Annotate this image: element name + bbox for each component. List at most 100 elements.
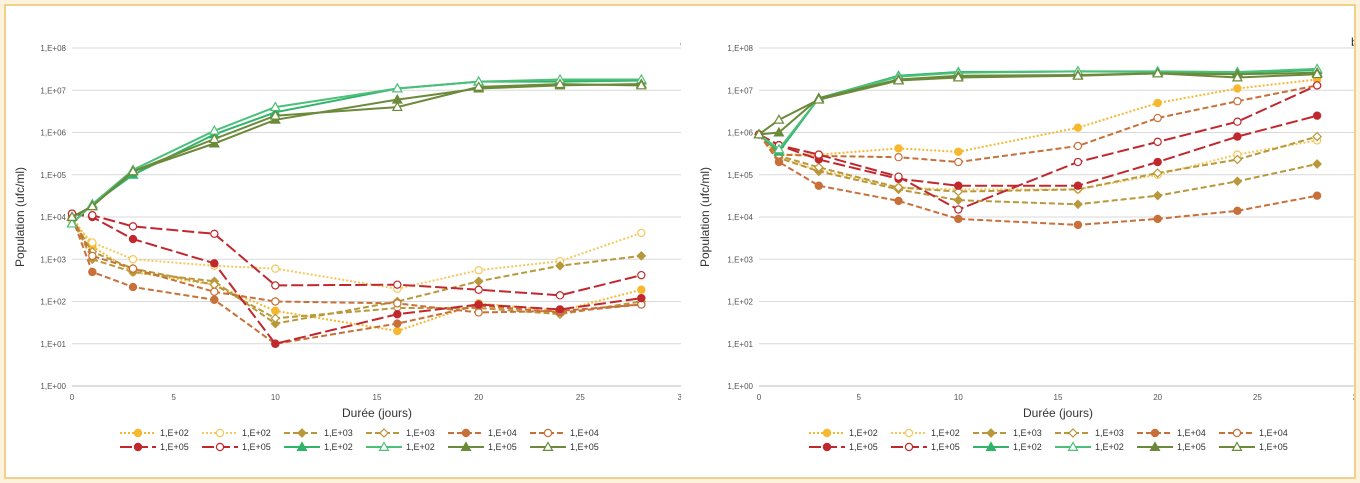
y-tick-label: 1,E+02: [40, 298, 66, 307]
data-point: [1233, 132, 1242, 141]
legend-marker: [1232, 428, 1242, 438]
legend-label: 1,E+03: [1095, 428, 1124, 438]
data-point: [391, 101, 403, 112]
legend-marker: [460, 441, 472, 451]
legend-item: 1,E+04: [448, 428, 517, 438]
series-line: [71, 83, 642, 218]
series-line: [71, 216, 642, 345]
data-point: [954, 157, 963, 167]
series-line: [71, 212, 642, 297]
legend-marker: [986, 428, 996, 438]
y-tick-label: 1,E+05: [727, 171, 753, 180]
data-point: [474, 300, 483, 309]
legend-label: 1,E+02: [324, 442, 353, 452]
legend-marker: [543, 428, 553, 438]
legend-label: 1,E+04: [1259, 428, 1288, 438]
legend-marker: [296, 441, 308, 451]
data-point: [1152, 190, 1163, 201]
series-line: [71, 218, 642, 325]
data-point: [1073, 220, 1083, 230]
series-line: [758, 133, 1318, 226]
legend-label: 1,E+04: [570, 428, 599, 438]
data-point: [474, 285, 483, 294]
data-point: [1073, 181, 1083, 190]
data-point: [954, 205, 963, 214]
data-point: [1231, 71, 1243, 82]
x-tick-label: 20: [474, 393, 483, 402]
data-point: [1073, 141, 1083, 151]
data-point: [1153, 137, 1162, 147]
y-tick-label: 1,E+04: [40, 213, 66, 222]
x-tick-label: 30: [678, 393, 681, 402]
x-tick-label: 25: [1253, 393, 1262, 402]
legend-marker: [1149, 441, 1161, 451]
y-tick-label: 1,E+00: [40, 382, 66, 391]
data-point: [88, 211, 97, 220]
legend-item: 1,E+05: [448, 441, 517, 452]
data-point: [210, 295, 219, 304]
legend-item: 1,E+05: [1219, 441, 1288, 452]
data-point: [637, 228, 646, 238]
legend-marker: [904, 442, 914, 452]
data-point: [813, 162, 824, 173]
data-point: [637, 293, 646, 303]
series-line: [71, 83, 642, 218]
data-point: [1312, 159, 1322, 169]
data-point: [814, 150, 823, 159]
data-point: [271, 281, 280, 290]
data-point: [1153, 113, 1162, 123]
data-point: [555, 291, 565, 300]
legend-item: 1,E+02: [366, 441, 435, 452]
figure-frame: 1,E+00 1,E+01 1,E+02 1,E+03 1,E+04 1,E+05 1,E+…: [4, 4, 1356, 479]
legend-item: 1,E+05: [202, 442, 271, 452]
y-tick-label: 1,E+00: [727, 382, 753, 391]
data-point: [393, 280, 402, 289]
data-point: [1152, 168, 1163, 178]
series-line: [758, 71, 1318, 136]
data-point: [753, 128, 765, 139]
series-line: [71, 212, 642, 345]
data-point: [127, 165, 139, 176]
data-point: [128, 234, 138, 244]
legend-marker: [1068, 428, 1078, 438]
data-point: [271, 339, 280, 348]
data-point: [637, 270, 646, 280]
data-point: [88, 251, 97, 261]
y-tick-label: 1,E+02: [727, 298, 753, 307]
legend-item: 1,E+05: [1137, 441, 1206, 452]
data-point: [894, 172, 903, 181]
chart-panel-b: 1,E+001,E+011,E+021,E+031,E+041,E+051,E+…: [698, 35, 1354, 452]
series-7: [67, 209, 646, 348]
y-tick-label: 1,E+06: [40, 129, 66, 138]
legend-label: 1,E+03: [324, 428, 353, 438]
data-point: [637, 285, 646, 294]
data-point: [210, 259, 219, 268]
series-12: [66, 78, 647, 221]
legend-marker: [297, 428, 307, 438]
data-point: [774, 157, 784, 167]
y-axis-title: Population (ufc/ml): [698, 167, 712, 267]
series-line: [71, 218, 642, 320]
y-tick-label: 1,E+07: [727, 86, 753, 95]
x-tick-label: 20: [1153, 393, 1162, 402]
data-point: [893, 182, 904, 193]
data-point: [954, 147, 963, 156]
data-point: [393, 310, 402, 319]
legend-marker: [133, 428, 143, 438]
legend-marker: [461, 428, 471, 438]
chart-panel-a: 1,E+001,E+011,E+021,E+031,E+041,E+051,E+…: [13, 35, 681, 452]
data-point: [474, 308, 483, 317]
legend-item: 1,E+02: [202, 428, 271, 438]
data-point: [953, 186, 964, 197]
legend-marker: [985, 441, 997, 451]
data-point: [88, 238, 97, 247]
data-point: [953, 195, 964, 206]
legend-label: 1,E+02: [1013, 442, 1042, 452]
data-point: [954, 214, 963, 224]
series-line: [758, 114, 1318, 187]
data-point: [1233, 84, 1242, 93]
data-point: [555, 305, 565, 314]
data-point: [952, 71, 964, 82]
y-tick-label: 1,E+05: [40, 171, 66, 180]
data-point: [555, 260, 565, 271]
